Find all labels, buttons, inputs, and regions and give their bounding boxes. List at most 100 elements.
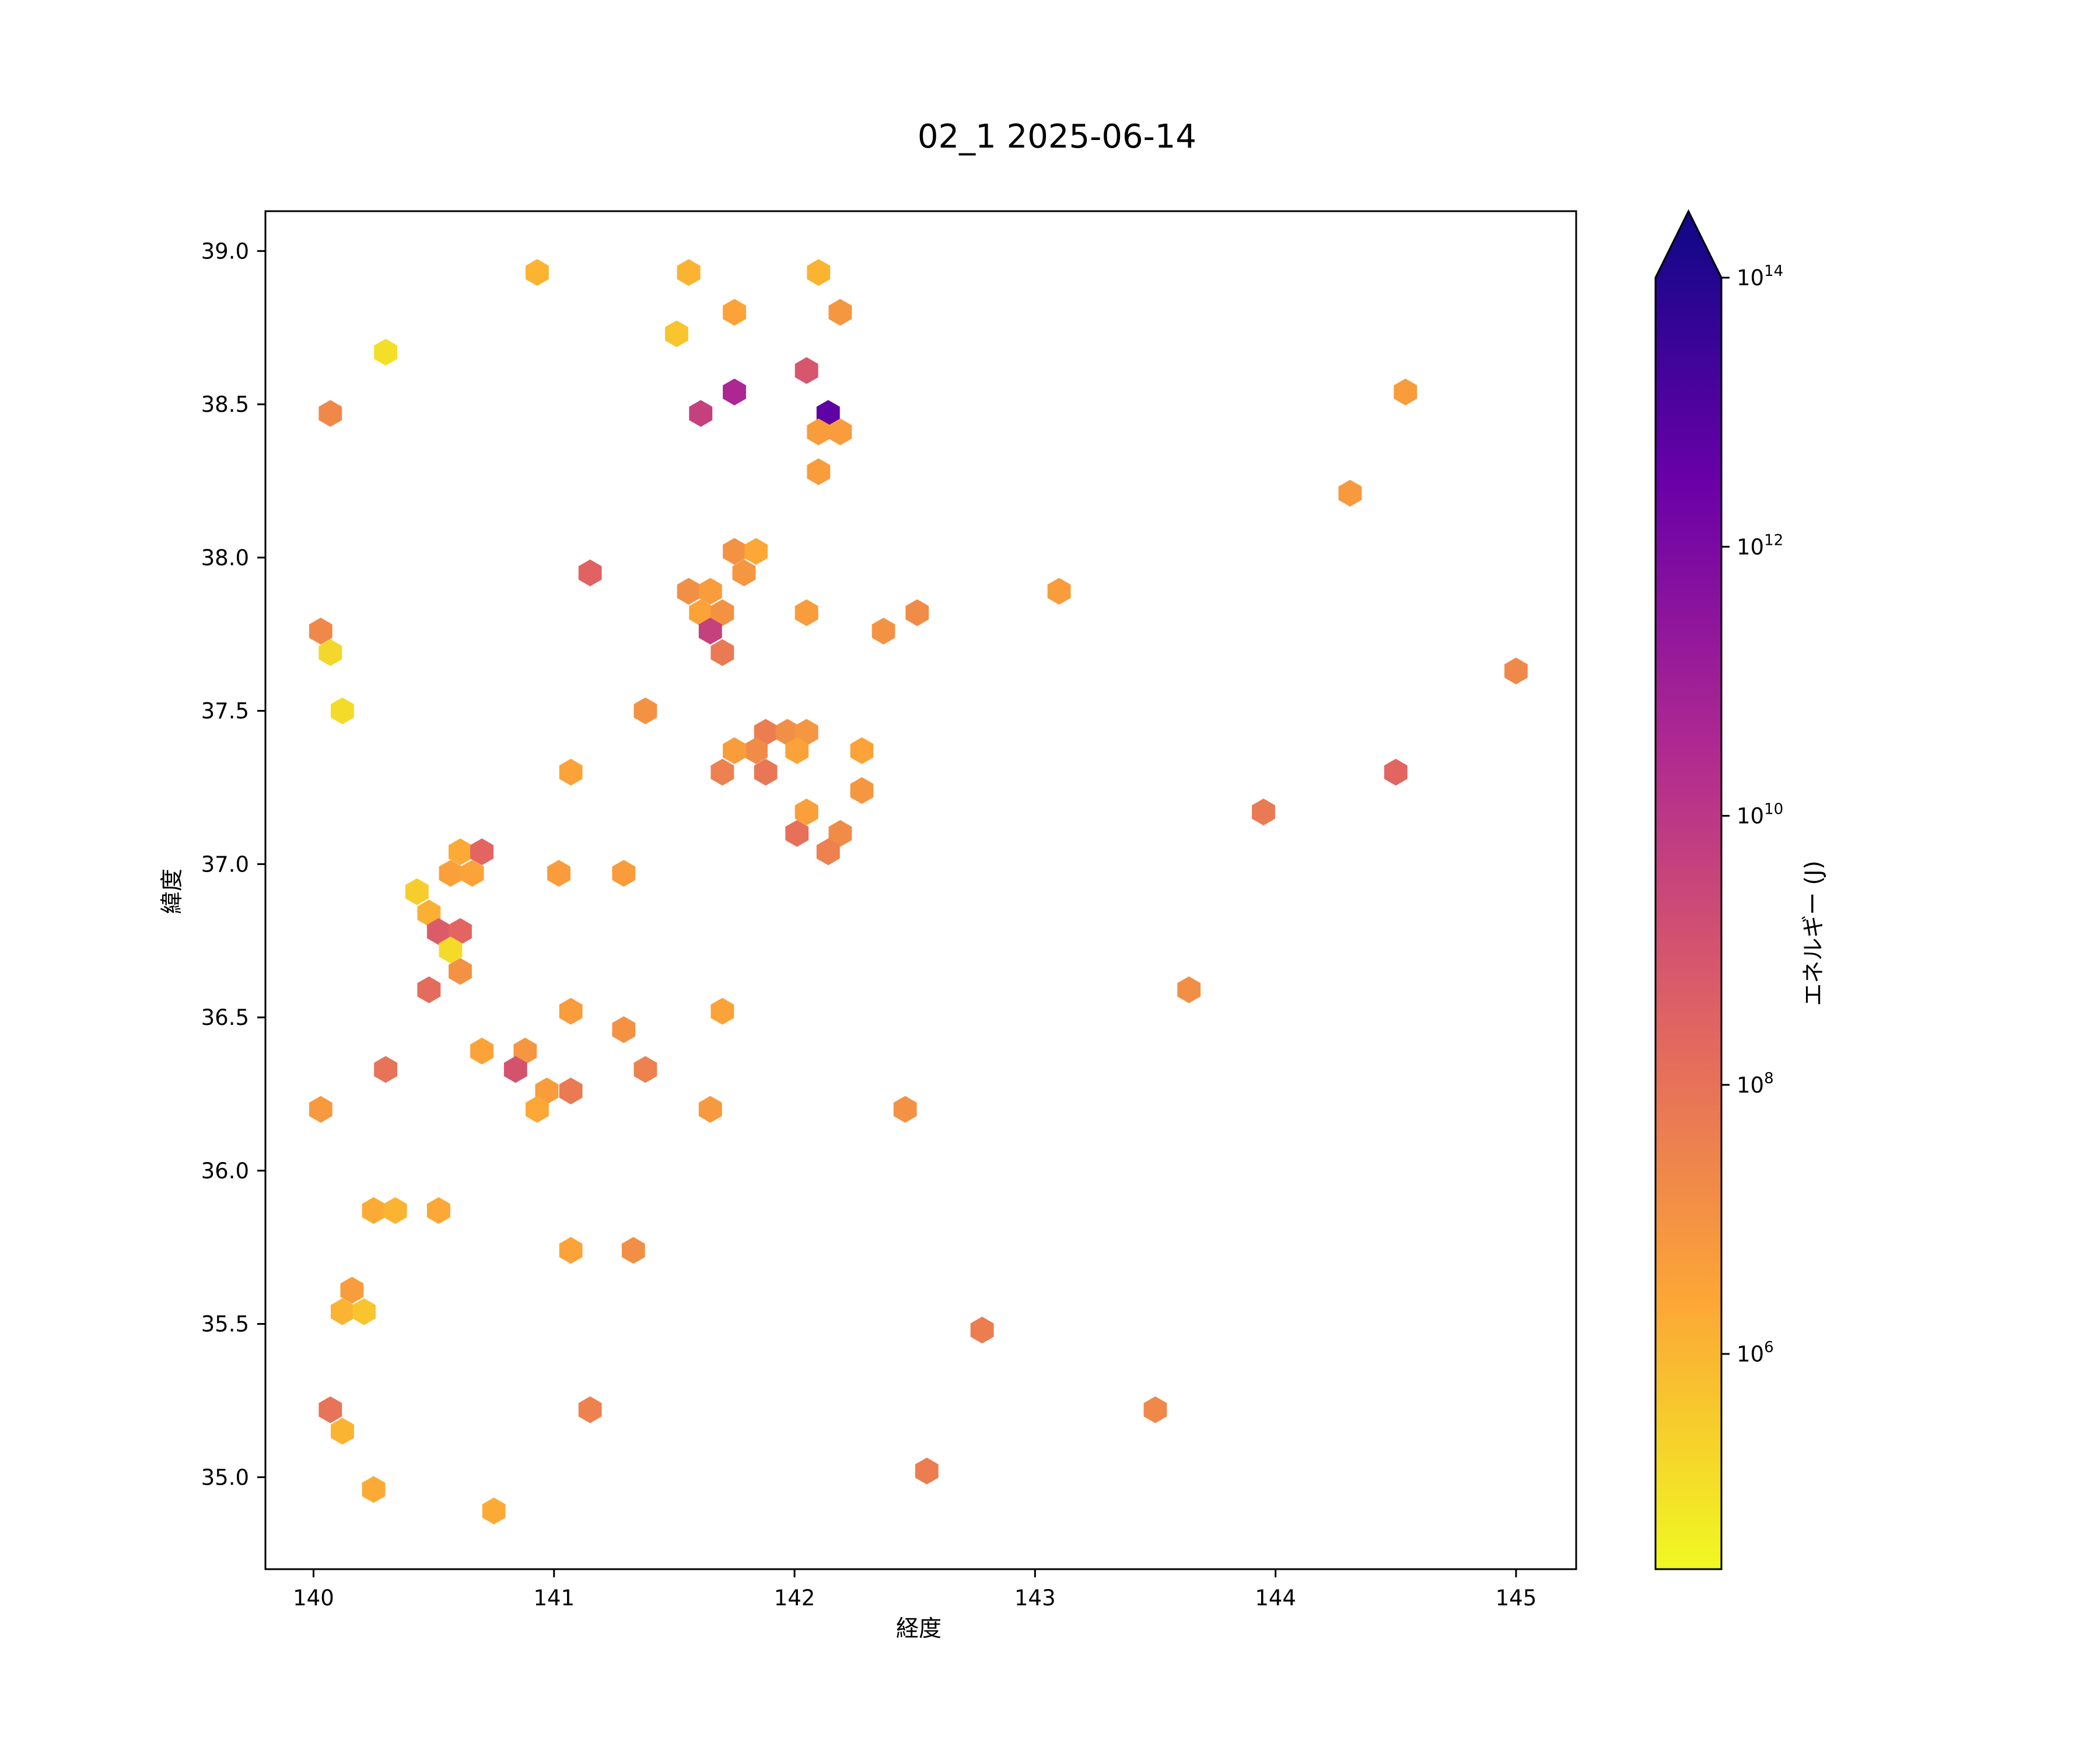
y-tick-label: 36.0 [201, 1158, 249, 1184]
hexbin-cell [318, 400, 342, 427]
hexbin-cell [470, 1037, 494, 1065]
plot-frame [264, 210, 1577, 1570]
hexbin-cell [331, 1418, 354, 1445]
hexbin-cell [828, 418, 852, 446]
hexbin-cell [331, 697, 354, 724]
hexbin-cell [578, 559, 602, 587]
y-tick-label: 39.0 [201, 239, 249, 264]
hexbin-cell [535, 1077, 559, 1105]
chart-title: 02_1 2025-06-14 [918, 118, 1196, 156]
x-axis-ticks: 140 141 142 143 144 145 [293, 1569, 1536, 1611]
hexbin-cell [513, 1037, 537, 1065]
hexbin-cell [677, 259, 701, 286]
x-tick-label: 145 [1496, 1586, 1537, 1611]
hexbin-cell [710, 639, 734, 666]
hexbin-cell [1177, 976, 1201, 1003]
hexbin-cell [872, 617, 895, 645]
hexbin-cell [732, 559, 756, 587]
hexbin-cell [526, 259, 549, 286]
hexbin-cell [634, 1056, 657, 1083]
hexbin-cell [850, 737, 874, 764]
hexbin-cell [559, 1077, 583, 1105]
hexbin-cell [318, 1396, 342, 1423]
y-axis-ticks: 35.0 35.5 36.0 36.5 37.0 37.5 38.0 38.5 39.0 [201, 239, 265, 1490]
colorbar-tick-label: 1010 [1737, 801, 1783, 829]
y-tick-label: 38.5 [201, 392, 249, 417]
hexbin-cell [816, 400, 840, 427]
colorbar-gradient [1654, 209, 1723, 1570]
hexbin-cells [309, 259, 1528, 1525]
hexbin-cell [710, 599, 734, 626]
hexbin-cell [794, 357, 818, 384]
hexbin-cell [723, 538, 746, 565]
hexbin-cell [1252, 799, 1275, 825]
y-tick-label: 35.5 [201, 1312, 249, 1337]
hexbin-cell [828, 299, 852, 326]
hexbin-cell [775, 719, 799, 746]
hexbin-cell [331, 1298, 354, 1325]
hexbin-cell [374, 1056, 398, 1083]
hexbin-cell [754, 719, 778, 746]
hexbin-cell [905, 599, 929, 626]
hexbin-cell [426, 918, 450, 945]
hexbin-cell [340, 1276, 364, 1304]
hexbin-cell [470, 838, 494, 866]
hexbin-cell [677, 578, 701, 605]
hexbin-cell [1504, 657, 1528, 685]
colorbar-tick-label: 1012 [1737, 531, 1783, 559]
hexbin-cell [612, 860, 636, 887]
hexbin-cell [621, 1237, 645, 1264]
hexbin-cell [970, 1317, 994, 1344]
hexbin-cell [754, 758, 778, 786]
colorbar-tick-label: 108 [1737, 1070, 1774, 1098]
x-axis-label: 経度 [896, 1616, 942, 1642]
hexbin-cell [710, 758, 734, 786]
hexbin-cell [710, 998, 734, 1025]
x-tick-label: 144 [1255, 1586, 1296, 1611]
hexbin-cell [816, 838, 840, 866]
hexbin-cell [915, 1457, 939, 1485]
hexbin-cell [850, 777, 874, 804]
hexbin-cell [807, 259, 831, 286]
hexbin-cell [807, 418, 831, 446]
hexbin-cell [362, 1476, 386, 1503]
hexbin-cell [785, 820, 809, 847]
hexbin-cell [723, 737, 746, 764]
hexbin-cell [526, 1096, 549, 1123]
hexbin-cell [318, 639, 342, 666]
hexbin-cell [417, 976, 441, 1003]
hexbin-cell [309, 617, 332, 645]
hexbin-cell [405, 878, 429, 905]
hexbin-cell [723, 299, 746, 326]
hexbin-cell [794, 599, 818, 626]
hexbin-cell [698, 617, 722, 645]
colorbar-tick-label: 1014 [1737, 262, 1783, 290]
colorbar: 106 108 1010 1012 1014 エネルギー (J) [1654, 209, 1827, 1570]
hexbin-cell [794, 799, 818, 825]
hexbin-cell [383, 1197, 407, 1224]
hexbin-cell [362, 1197, 386, 1224]
hexbin-cell [309, 1096, 332, 1123]
hexbin-cell [1143, 1396, 1167, 1423]
hexbin-cell [449, 838, 472, 866]
hexbin-cell [482, 1497, 506, 1525]
y-tick-label: 35.0 [201, 1465, 249, 1490]
hexbin-cell [559, 758, 583, 786]
hexbin-cell [352, 1298, 376, 1325]
hexbin-cell [374, 338, 398, 366]
hexbin-cell [828, 820, 852, 847]
hexbin-cell [1338, 480, 1362, 507]
hexbin-cell [634, 697, 657, 724]
colorbar-ticks: 106 108 1010 1012 1014 [1721, 262, 1783, 1367]
x-tick-label: 143 [1014, 1586, 1056, 1611]
hexbin-cell [785, 737, 809, 764]
hexbin-cell [807, 458, 831, 485]
hexbin-cell [559, 998, 583, 1025]
y-tick-label: 37.5 [201, 699, 249, 724]
hexbin-cell [612, 1016, 636, 1044]
x-tick-label: 142 [774, 1586, 816, 1611]
hexbin-cell [460, 860, 484, 887]
hexbin-cell [578, 1396, 602, 1423]
colorbar-tick-label: 106 [1737, 1339, 1774, 1367]
